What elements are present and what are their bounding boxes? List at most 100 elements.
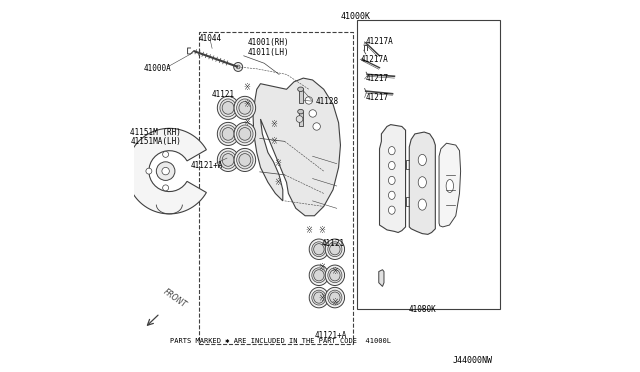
- Circle shape: [236, 65, 240, 69]
- Ellipse shape: [312, 290, 326, 305]
- Text: J44000NW: J44000NW: [452, 356, 493, 365]
- Ellipse shape: [330, 292, 340, 303]
- Ellipse shape: [237, 99, 253, 117]
- Ellipse shape: [237, 125, 253, 143]
- Ellipse shape: [234, 122, 255, 145]
- Text: 41080K: 41080K: [408, 305, 436, 314]
- Circle shape: [146, 168, 152, 174]
- Text: 41011(LH): 41011(LH): [248, 48, 289, 57]
- Ellipse shape: [309, 287, 328, 308]
- Polygon shape: [410, 132, 435, 234]
- Circle shape: [163, 185, 168, 191]
- Circle shape: [309, 110, 316, 117]
- Circle shape: [163, 151, 168, 157]
- Text: 41151MA(LH): 41151MA(LH): [130, 137, 181, 146]
- Text: ※: ※: [332, 267, 339, 276]
- Bar: [299, 89, 303, 103]
- Ellipse shape: [218, 96, 239, 119]
- Ellipse shape: [222, 128, 234, 140]
- Ellipse shape: [446, 180, 454, 193]
- Ellipse shape: [314, 270, 324, 281]
- Bar: [357, 20, 500, 309]
- Ellipse shape: [220, 151, 236, 169]
- Ellipse shape: [388, 176, 395, 185]
- Circle shape: [305, 97, 312, 104]
- Ellipse shape: [298, 87, 303, 92]
- Text: 41217: 41217: [365, 74, 389, 83]
- Text: 41121+A: 41121+A: [315, 331, 348, 340]
- Ellipse shape: [312, 242, 326, 257]
- Ellipse shape: [239, 154, 251, 166]
- Ellipse shape: [239, 128, 251, 140]
- Text: 41217: 41217: [365, 93, 389, 102]
- Ellipse shape: [328, 290, 342, 305]
- Text: 41217A: 41217A: [365, 37, 394, 46]
- Ellipse shape: [388, 161, 395, 170]
- Text: 41128: 41128: [316, 97, 339, 106]
- Ellipse shape: [330, 244, 340, 255]
- Ellipse shape: [239, 102, 251, 114]
- Ellipse shape: [309, 239, 328, 260]
- Circle shape: [313, 123, 321, 130]
- Text: 41121+A: 41121+A: [190, 161, 223, 170]
- Ellipse shape: [222, 102, 234, 114]
- Text: ※: ※: [243, 83, 250, 92]
- Polygon shape: [380, 125, 406, 232]
- Text: FRONT: FRONT: [162, 287, 188, 310]
- Text: 41121: 41121: [212, 90, 235, 99]
- Ellipse shape: [220, 99, 236, 117]
- Text: ※: ※: [270, 120, 277, 129]
- Ellipse shape: [309, 265, 328, 286]
- Polygon shape: [379, 270, 384, 286]
- Text: ※: ※: [305, 226, 312, 235]
- Ellipse shape: [325, 265, 344, 286]
- Ellipse shape: [418, 154, 426, 166]
- Text: ※: ※: [332, 298, 339, 307]
- Circle shape: [162, 167, 170, 175]
- Text: ※: ※: [243, 118, 250, 127]
- Text: 41151M (RH): 41151M (RH): [130, 128, 181, 137]
- Text: ※: ※: [243, 100, 250, 109]
- Circle shape: [296, 116, 303, 122]
- Text: 41000A: 41000A: [143, 64, 171, 73]
- Ellipse shape: [418, 199, 426, 210]
- Ellipse shape: [330, 270, 340, 281]
- Ellipse shape: [388, 191, 395, 199]
- Polygon shape: [253, 78, 340, 216]
- Ellipse shape: [234, 96, 255, 119]
- Ellipse shape: [388, 206, 395, 214]
- Polygon shape: [439, 143, 461, 227]
- Ellipse shape: [325, 239, 344, 260]
- Ellipse shape: [418, 177, 426, 188]
- Ellipse shape: [222, 154, 234, 166]
- Bar: [299, 112, 303, 126]
- Text: 41121: 41121: [321, 239, 344, 248]
- Ellipse shape: [388, 147, 395, 155]
- Ellipse shape: [328, 268, 342, 283]
- Text: 41001(RH): 41001(RH): [248, 38, 289, 47]
- Polygon shape: [127, 128, 206, 214]
- Ellipse shape: [237, 151, 253, 169]
- Ellipse shape: [325, 287, 344, 308]
- Ellipse shape: [234, 148, 255, 171]
- Text: ※: ※: [318, 263, 325, 272]
- Text: 41000K: 41000K: [340, 12, 371, 21]
- Ellipse shape: [312, 268, 326, 283]
- Text: 41217A: 41217A: [360, 55, 388, 64]
- Text: ※: ※: [270, 137, 277, 146]
- Circle shape: [156, 162, 175, 180]
- Text: ※: ※: [275, 159, 282, 168]
- Ellipse shape: [218, 148, 239, 171]
- Circle shape: [234, 62, 243, 71]
- Ellipse shape: [220, 125, 236, 143]
- Ellipse shape: [218, 122, 239, 145]
- Ellipse shape: [314, 292, 324, 303]
- Bar: [199, 32, 353, 344]
- Text: ※: ※: [275, 178, 282, 187]
- Text: ※: ※: [318, 294, 325, 303]
- Ellipse shape: [298, 109, 303, 114]
- Ellipse shape: [314, 244, 324, 255]
- Ellipse shape: [328, 242, 342, 257]
- Text: PARTS MARKED ✱ ARE INCLUDED IN THE PART CODE  41000L: PARTS MARKED ✱ ARE INCLUDED IN THE PART …: [170, 338, 392, 344]
- Text: 41044: 41044: [198, 34, 222, 43]
